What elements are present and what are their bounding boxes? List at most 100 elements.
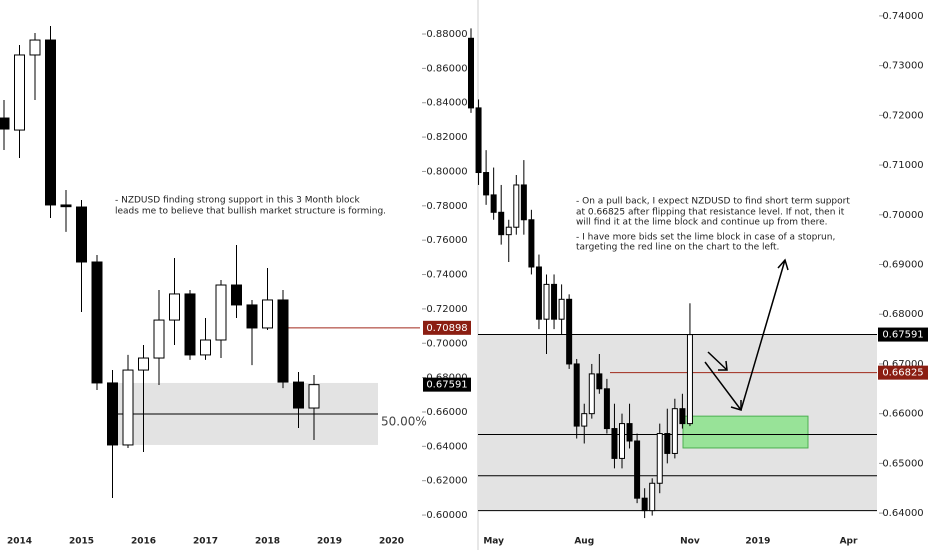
candle-body	[475, 107, 482, 174]
annotation: - NZDUSD finding strong support in this …	[115, 196, 360, 206]
annotation: - On a pull back, I expect NZDUSD to fin…	[576, 197, 850, 207]
price-label: 0.70898	[426, 323, 467, 334]
x-tick-label: 2018	[255, 537, 280, 547]
y-tick-label: 0.70000	[426, 338, 467, 349]
annotation: targeting the red line on the chart to t…	[576, 243, 779, 253]
candle-body	[603, 388, 610, 430]
candle-body	[45, 39, 56, 206]
y-tick-label: 0.84000	[426, 98, 467, 109]
y-tick-label: 0.74000	[426, 270, 467, 281]
candle-body	[277, 299, 289, 383]
y-tick-label: 0.69000	[882, 260, 923, 271]
annotation: - I have more bids set the lime block in…	[576, 233, 835, 243]
y-tick-label: 0.73000	[882, 61, 923, 72]
annotation: leads me to believe that bullish market …	[115, 207, 386, 217]
candle-body	[153, 319, 165, 359]
candle-body	[490, 194, 497, 213]
y-tick-label: 0.88000	[426, 29, 467, 40]
y-tick-label: 0.64000	[426, 441, 467, 452]
candle-body	[528, 219, 535, 268]
candle-body	[573, 363, 580, 427]
candle-body	[626, 423, 633, 442]
arrow	[707, 351, 728, 371]
candle-body	[558, 298, 565, 320]
zone	[682, 415, 809, 449]
candle-body	[543, 283, 550, 320]
candle-body	[498, 211, 505, 236]
x-tick-label: May	[483, 537, 504, 547]
x-tick-label: 2014	[7, 537, 32, 547]
y-tick-label: 0.72000	[882, 110, 923, 121]
x-tick-label: 2015	[69, 537, 94, 547]
y-tick-label: 0.68000	[882, 309, 923, 320]
candle-body	[76, 206, 87, 263]
candle-body	[483, 172, 490, 196]
y-tick-label: 0.60000	[426, 510, 467, 521]
x-tick-label: 2017	[193, 537, 218, 547]
candle-body	[671, 408, 678, 454]
candle-body	[293, 381, 304, 409]
candle-body	[468, 37, 474, 109]
candle-body	[122, 369, 134, 446]
candle-body	[262, 299, 273, 329]
y-tick-label: 0.67000	[882, 359, 923, 370]
candle-body	[107, 382, 118, 446]
candle-body	[686, 334, 693, 425]
candle-body	[215, 284, 227, 341]
candle-body	[679, 408, 686, 425]
y-tick-label: 0.80000	[426, 166, 467, 177]
candle-body	[200, 339, 211, 356]
candle-body	[29, 39, 41, 56]
candle-body	[0, 117, 10, 130]
x-tick-label: Apr	[840, 537, 858, 547]
arrows	[704, 258, 789, 412]
price-label-box	[878, 365, 928, 380]
candle-body	[505, 226, 512, 236]
annotation: will find it at the lime block and conti…	[576, 218, 828, 228]
candle-body	[91, 261, 103, 384]
candle-body	[656, 433, 663, 484]
price-label-box	[423, 377, 471, 392]
candle-body	[664, 433, 671, 454]
annotation: at 0.66825 after flipping that resistanc…	[576, 208, 845, 218]
x-tick-label: 2019	[317, 537, 342, 547]
y-tick-label: 0.64000	[882, 508, 923, 519]
zone-label: 50.00%	[381, 415, 427, 429]
candle-body	[184, 293, 196, 356]
candle-body	[551, 283, 558, 320]
y-tick-label: 0.62000	[426, 476, 467, 487]
candle-body	[596, 373, 603, 390]
price-label-box	[878, 327, 928, 342]
price-label: 0.66825	[882, 368, 923, 379]
x-tick-label: 2020	[379, 537, 404, 547]
y-tick-label: 0.82000	[426, 132, 467, 143]
x-tick-label: 2019	[745, 537, 770, 547]
price-label: 0.67591	[426, 380, 467, 391]
candle-body	[231, 284, 242, 306]
y-tick-label: 0.70000	[882, 210, 923, 221]
candle-body	[520, 184, 527, 221]
candle-body	[535, 266, 542, 320]
candle-body	[641, 497, 648, 512]
candle-body	[513, 184, 520, 228]
y-tick-label: 0.66000	[882, 409, 923, 420]
y-tick-label: 0.66000	[426, 407, 467, 418]
y-tick-label: 0.65000	[882, 458, 923, 469]
candle-body	[588, 373, 595, 415]
candle-body	[611, 428, 618, 459]
y-tick-label: 0.74000	[882, 11, 923, 22]
candle-body	[308, 384, 320, 409]
y-tick-label: 0.86000	[426, 63, 467, 74]
price-label: 0.67591	[882, 330, 923, 341]
x-tick-label: Aug	[574, 537, 594, 547]
price-label-box	[423, 320, 471, 335]
y-tick-label: 0.76000	[426, 235, 467, 246]
candle-body	[246, 304, 258, 329]
candle-body	[581, 413, 588, 427]
candle-body	[566, 298, 573, 365]
y-tick-label: 0.72000	[426, 304, 467, 315]
arrow	[740, 258, 789, 411]
candle-body	[138, 357, 149, 371]
candle-body	[649, 482, 656, 512]
